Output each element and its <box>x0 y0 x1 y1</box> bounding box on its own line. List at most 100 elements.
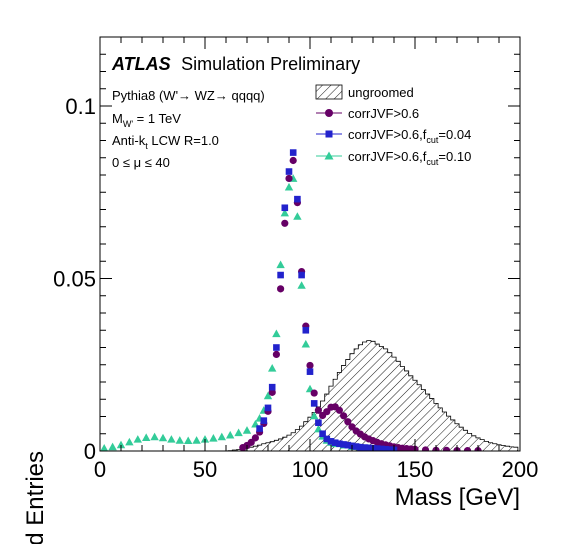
x-axis-title: Mass [GeV] <box>395 484 520 511</box>
data-point <box>272 350 280 358</box>
data-point <box>226 430 235 439</box>
legend-swatch-corrjvf <box>325 109 333 117</box>
data-point <box>327 438 335 445</box>
annotation-algorithm-rest: LCW R=1.0 <box>148 133 219 148</box>
data-point <box>289 149 297 156</box>
histogram-layer <box>227 340 519 451</box>
axes-layer: 0 50 100 150 200 0 0.05 0.1 <box>53 36 539 482</box>
data-point <box>361 444 368 451</box>
data-point <box>344 441 352 449</box>
data-point <box>281 219 289 227</box>
legend-label-corrjvf: corrJVF>0.6 <box>348 106 419 121</box>
data-point <box>268 388 276 396</box>
ungroomed-histogram <box>227 340 519 451</box>
data-point <box>386 446 394 451</box>
x-tick-label: 200 <box>502 457 539 482</box>
data-point <box>268 364 277 372</box>
data-point <box>175 436 184 444</box>
data-point <box>310 411 319 420</box>
y-tick-label: 0.05 <box>53 267 96 292</box>
annotation-generator: Pythia8 (W'→ WZ→ qqqq) <box>112 88 265 103</box>
data-point <box>306 368 314 375</box>
data-point <box>378 445 385 451</box>
data-point <box>373 445 381 451</box>
data-point <box>294 195 301 203</box>
data-point <box>302 326 310 334</box>
data-point <box>150 432 159 441</box>
data-point <box>264 404 272 412</box>
data-point <box>301 339 310 348</box>
data-point <box>284 182 294 191</box>
data-point <box>331 439 339 447</box>
data-point <box>272 329 281 338</box>
data-point <box>276 260 285 269</box>
annotation-mass-main: M <box>112 111 123 126</box>
data-point <box>200 435 210 443</box>
series-1 <box>239 156 482 451</box>
annotation-mass-sub: W' <box>123 119 133 129</box>
data-point <box>133 435 142 443</box>
data-point <box>365 444 373 451</box>
data-point <box>314 406 322 414</box>
annotation-algorithm-sub: t <box>145 141 148 151</box>
legend-label-fcut004-main: corrJVF>0.6,f <box>348 127 427 142</box>
data-point <box>310 400 318 407</box>
data-point <box>125 437 134 446</box>
data-point <box>323 408 331 416</box>
data-point <box>352 443 360 450</box>
data-point <box>184 436 193 445</box>
x-tick-label: 150 <box>397 457 434 482</box>
legend-label-fcut004-rest: =0.04 <box>438 127 471 142</box>
data-point <box>285 174 293 183</box>
data-point <box>251 434 259 442</box>
data-point <box>323 435 331 443</box>
data-point <box>242 426 252 434</box>
legend-label-fcut010-sub: cut <box>426 157 439 167</box>
data-point <box>289 156 297 165</box>
data-point <box>247 438 255 446</box>
legend-swatch-ungroomed <box>315 84 343 100</box>
atlas-label-bold: ATLAS <box>111 54 171 74</box>
legend: ungroomed corrJVF>0.6 corrJVF>0.6,fcut=0… <box>315 84 471 167</box>
data-point <box>298 271 305 279</box>
data-point <box>293 212 302 220</box>
data-point <box>421 446 430 451</box>
data-point <box>340 412 348 420</box>
legend-label-fcut010-main: corrJVF>0.6,f <box>348 149 427 164</box>
legend-label-ungroomed: ungroomed <box>348 85 414 100</box>
data-point <box>382 445 389 451</box>
legend-swatch-fcut010 <box>324 151 334 160</box>
data-point <box>285 168 293 175</box>
annotation-mass: MW' = 1 TeV <box>112 111 181 129</box>
data-point <box>277 285 285 293</box>
x-tick-label: 50 <box>193 457 217 482</box>
data-point <box>256 425 263 432</box>
legend-label-fcut010: corrJVF>0.6,fcut=0.10 <box>348 149 471 167</box>
annotation-pileup: 0 ≤ μ ≤ 40 <box>112 155 170 170</box>
data-point <box>260 417 268 424</box>
data-point <box>442 446 451 451</box>
data-point <box>281 204 289 212</box>
annotation-mass-rest: = 1 TeV <box>133 111 181 126</box>
data-point <box>463 447 472 451</box>
data-point <box>192 436 201 444</box>
data-point <box>335 406 343 414</box>
data-point <box>217 432 226 441</box>
data-point <box>280 208 289 217</box>
legend-label-fcut004-sub: cut <box>426 135 439 145</box>
legend-label-fcut010-rest: =0.10 <box>438 149 471 164</box>
data-point <box>108 442 117 451</box>
data-point <box>142 433 151 441</box>
data-point <box>100 444 109 451</box>
annotation-algorithm-main: Anti-k <box>112 133 146 148</box>
data-point <box>273 344 280 351</box>
data-point <box>319 430 326 438</box>
marker-layer <box>100 149 482 451</box>
legend-label-fcut004: corrJVF>0.6,fcut=0.04 <box>348 127 471 145</box>
data-point <box>234 428 243 437</box>
series-2 <box>256 149 398 451</box>
data-point <box>336 440 343 448</box>
data-point <box>310 389 318 397</box>
data-point <box>167 435 176 443</box>
